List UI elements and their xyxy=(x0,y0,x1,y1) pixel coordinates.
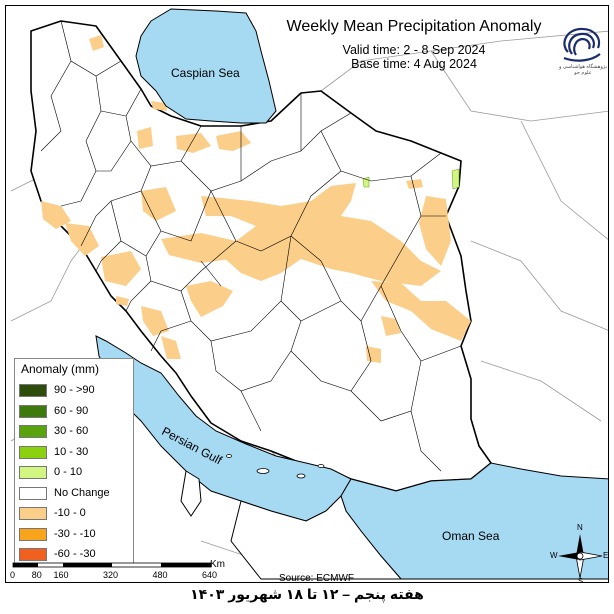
compass-n: N xyxy=(577,523,583,532)
scale-tick-label: 160 xyxy=(53,570,69,580)
scale-tick-label: 0 xyxy=(10,570,16,580)
base-time: Base time: 4 Aug 2024 xyxy=(351,57,477,71)
legend-swatch xyxy=(19,466,47,479)
legend-item: 90 - >90 xyxy=(19,383,133,399)
legend-item: 10 - 30 xyxy=(19,445,133,461)
negative-anomaly-areas xyxy=(41,35,471,363)
legend-swatch xyxy=(19,527,47,541)
valid-time: Valid time: 2 - 8 Sep 2024 xyxy=(342,43,486,57)
caspian-sea-label: Caspian Sea xyxy=(171,66,240,80)
scale-tick-label: 640 xyxy=(202,570,218,580)
compass-e: E xyxy=(603,551,609,560)
gulf-islands xyxy=(226,454,325,479)
legend-label: -10 - 0 xyxy=(54,507,86,519)
arabian-peninsula-coast xyxy=(180,470,202,517)
legend-item: -30 - -10 xyxy=(19,527,133,543)
legend-label: 0 - 10 xyxy=(54,466,83,478)
legend-label: 30 - 60 xyxy=(54,425,89,437)
legend-label: 90 - >90 xyxy=(54,384,95,396)
scale-unit: Km xyxy=(210,559,225,570)
source-credit: Source: ECMWF xyxy=(279,573,355,583)
institute-logo xyxy=(563,27,601,62)
compass-w: W xyxy=(550,551,558,560)
scale-tick-label: 80 xyxy=(31,570,42,580)
legend-swatch xyxy=(19,486,47,500)
legend-swatch xyxy=(19,445,47,459)
oman-sea-label: Oman Sea xyxy=(442,529,500,543)
legend-item: 30 - 60 xyxy=(19,424,133,440)
legend-item: -60 - -30 xyxy=(19,547,133,563)
legend-label: 10 - 30 xyxy=(54,445,89,458)
legend-title: Anomaly (mm) xyxy=(21,362,100,376)
map-title: Weekly Mean Precipitation Anomaly xyxy=(286,18,542,35)
legend-swatch xyxy=(19,404,47,418)
legend-label: -60 - -30 xyxy=(54,548,96,560)
legend-swatch xyxy=(19,384,47,397)
caspian-sea xyxy=(135,8,277,124)
legend-item: No Change xyxy=(19,486,133,502)
map-frame: Weekly Mean Precipitation Anomaly Valid … xyxy=(5,5,609,583)
scale-tick-label: 320 xyxy=(103,570,119,580)
footer-caption: هفته پنجم – ۱۲ تا ۱۸ شهریور ۱۴۰۳ xyxy=(190,586,424,602)
legend-swatch xyxy=(19,507,47,520)
legend-swatch xyxy=(19,548,47,561)
legend-label: 60 - 90 xyxy=(54,404,89,417)
uae-coast xyxy=(230,495,403,580)
compass-s: S xyxy=(578,577,584,583)
legend-swatch xyxy=(19,425,47,438)
scale-bar: Km 0 80 160 320 480 640 xyxy=(10,559,241,582)
province-borders xyxy=(40,20,462,472)
legend: Anomaly (mm) 90 - >90 60 - 90 30 - 60 10 - … xyxy=(14,358,134,565)
legend-item: 60 - 90 xyxy=(19,404,133,420)
legend-label: -30 - -10 xyxy=(54,527,96,540)
legend-item: 0 - 10 xyxy=(19,465,133,481)
legend-item: -10 - 0 xyxy=(19,506,133,522)
logo-caption: پژوهشگاه هواشناسی و علوم جو xyxy=(559,64,607,76)
north-arrow: N S E W xyxy=(550,523,609,583)
map-canvas xyxy=(10,8,608,580)
legend-label: No Change xyxy=(54,486,110,499)
positive-anomaly-areas xyxy=(362,168,460,190)
scale-tick-label: 480 xyxy=(152,570,168,580)
